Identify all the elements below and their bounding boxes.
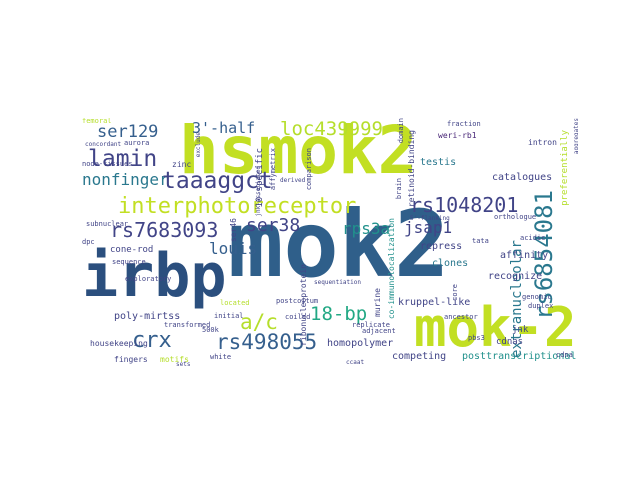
word-aurora: aurora [124, 139, 150, 147]
word-located: located [220, 299, 250, 307]
word-crx: crx [132, 328, 172, 353]
word-fraction: fraction [447, 120, 481, 128]
word-affymetrix: affymetrix [269, 148, 277, 191]
word-replicate: replicate [352, 321, 390, 329]
word-jnk: jnk [512, 325, 529, 335]
word-cone-rod: cone-rod [110, 245, 154, 255]
word-tata: tata [472, 237, 489, 245]
word-homopolymer: homopolymer [327, 338, 394, 349]
word-kruppel-like: kruppel-like [398, 297, 471, 308]
word-cdnas: cdnas [496, 337, 524, 347]
word-sequentiation: sequentiation [314, 279, 361, 286]
word-ser129: ser129 [97, 122, 159, 142]
word-co-immunolocalization: co-immunolocalization [387, 218, 396, 320]
word-exploratory: exploratory [125, 275, 172, 283]
word-rs7683093: rs7683093 [110, 218, 219, 242]
word-sets: sets [176, 361, 191, 368]
word-jsap1: jsap1 [404, 218, 453, 237]
word-mok2-big: mok2 [228, 191, 450, 298]
word-rs1048201: rs1048201 [410, 193, 519, 217]
word-coiled: coiled [285, 313, 311, 321]
word-ser38: ser38 [246, 215, 301, 236]
word-orthologue: orthologue [494, 213, 537, 221]
word-motifs: motifs [160, 355, 189, 364]
word-testis: testis [420, 157, 457, 168]
word-ribonucleoprotein: ribonucleoprotein [299, 264, 308, 346]
word-femoral: femoral [82, 118, 112, 125]
word-irbp: irbp [82, 241, 227, 311]
word-taaaggct: taaaggct [162, 168, 273, 194]
word-exclude: exclude [195, 132, 202, 158]
word-ser46: ser46 [229, 218, 238, 243]
word-18-bp: 18-bp [310, 303, 368, 325]
word-zinc: zinc [172, 160, 192, 169]
word-ancestor: ancestor [444, 313, 478, 321]
word-adjacent: adjacent [362, 327, 396, 335]
word-aggregates: aggregates [573, 118, 578, 155]
word-affinity: affinity [500, 250, 549, 261]
word-repress: repress [420, 241, 463, 252]
word-clones: clones [432, 258, 469, 269]
word-genomic: genomic [522, 293, 552, 301]
word-initial: initial [214, 312, 244, 320]
word-dpc: dpc [82, 238, 95, 246]
word-jnk-associated: jnk-associated [255, 166, 262, 217]
word-rps3a: rps3a [342, 219, 391, 238]
word-nonfinger: nonfinger [82, 170, 169, 189]
word-recognize: recognize [488, 271, 543, 282]
word-posttranscriptional: posttranscriptional [462, 351, 577, 362]
word-ccaat: ccaat [346, 359, 365, 366]
word-cdna: cdna [556, 351, 573, 359]
word-500k: 500k [202, 326, 219, 334]
word-weri-rb1: weri-rb1 [438, 131, 477, 140]
word-interphotoreceptor: interphotoreceptor [118, 194, 357, 219]
word-intron: intron [528, 138, 557, 147]
word-murine: murine [373, 288, 382, 317]
word-subnuclear: subnuclear [86, 220, 129, 228]
word-poly-mirtss: poly-mirtss [114, 311, 181, 322]
word-domain: domain [397, 118, 405, 144]
word-comparison: comparison [305, 148, 313, 191]
word-catalogues: catalogues [492, 172, 553, 183]
word-retinoid-binding: retinoid-binding [407, 130, 416, 208]
word-preferentially: preferentially [560, 130, 570, 206]
word-cloud: hsmok2 mok2 irbp mok-2 rs6854081 interph… [80, 118, 578, 367]
word-competing: competing [392, 351, 447, 362]
word-pbs3: pbs3 [468, 334, 485, 342]
word-core: core [451, 284, 459, 301]
word-rs498055: rs498055 [216, 330, 318, 354]
word-sequence: sequence [112, 258, 146, 266]
word-duplex: duplex [528, 302, 554, 310]
word-node-tissues: node-tissues [82, 160, 133, 168]
word-louis: louis [209, 239, 258, 258]
word-loc439999: loc439999 [280, 118, 383, 140]
word-white: white [210, 353, 232, 361]
word-5-flanking: 5'-flanking [410, 215, 450, 222]
word-hsmok2: hsmok2 [179, 118, 418, 189]
word-postcoitum: postcoitum [276, 297, 319, 305]
word-ac: a/c [240, 310, 278, 334]
word-mok-2: mok-2 [414, 296, 577, 359]
word-concordant: concordant [85, 141, 122, 148]
word-derived: derived [280, 177, 306, 184]
word-brain: brain [395, 178, 403, 200]
word-lamin: lamin [88, 146, 158, 172]
word-acidic: acidic [520, 234, 546, 242]
word-three-half: 3'-half [192, 119, 256, 137]
word-transformed: transformed [164, 321, 211, 329]
word-housekeeping: housekeeping [90, 339, 148, 348]
word-fingers: fingers [114, 355, 148, 364]
